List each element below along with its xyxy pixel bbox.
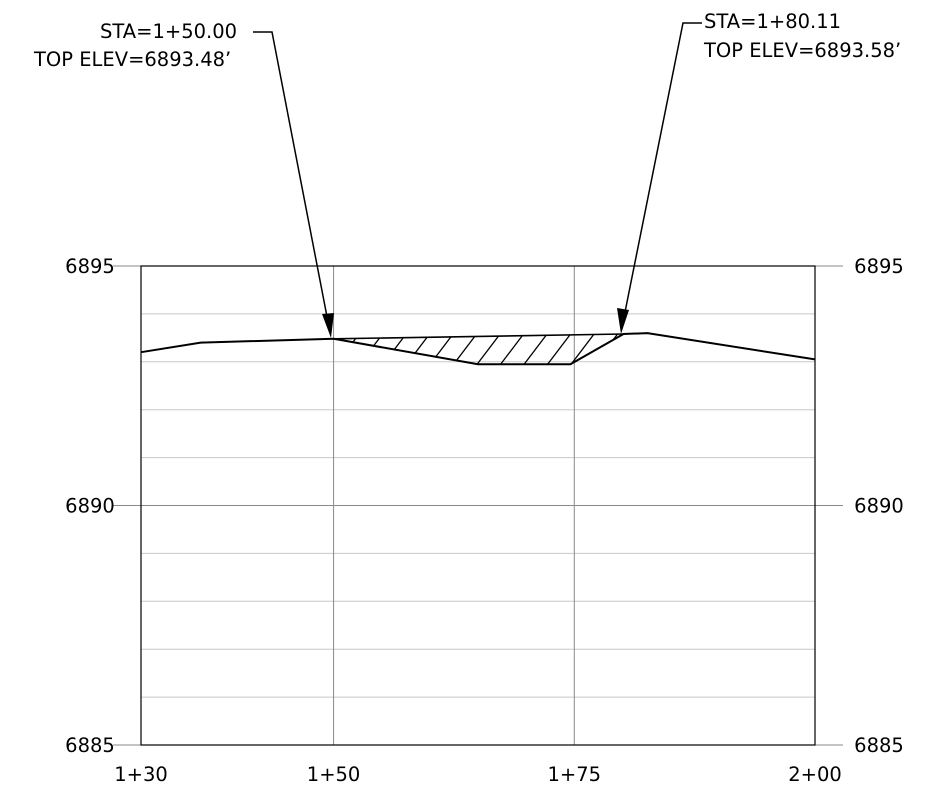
callout-elevation-label: TOP ELEV=6893.58’ bbox=[703, 39, 901, 62]
cut-fill-hatch bbox=[333, 323, 673, 376]
hatch-line bbox=[350, 334, 392, 365]
callout-sta-180: STA=1+80.11 TOP ELEV=6893.58’ bbox=[617, 10, 901, 334]
minor-gridlines bbox=[141, 313, 815, 698]
ground-profile-line bbox=[140, 332, 816, 366]
hatch-line bbox=[420, 334, 462, 365]
y-tick-label: 6885 bbox=[854, 734, 904, 757]
x-tick-label: 1+50 bbox=[307, 763, 361, 786]
hatch-line bbox=[444, 334, 486, 365]
callout-arrowhead bbox=[322, 313, 334, 338]
callout-station-label: STA=1+50.00 bbox=[100, 20, 237, 43]
y-tick-label: 6895 bbox=[65, 255, 115, 278]
hatch-line bbox=[397, 334, 439, 365]
y-tick-labels-left: 6895 6890 6885 bbox=[65, 255, 115, 757]
hatch-line bbox=[538, 334, 580, 365]
callout-station-label: STA=1+80.11 bbox=[704, 10, 841, 33]
hatch-line bbox=[633, 323, 673, 376]
hatch-line bbox=[514, 334, 556, 365]
callout-arrowhead bbox=[617, 308, 629, 334]
hatch-line bbox=[561, 334, 603, 365]
callout-elevation-label: TOP ELEV=6893.48’ bbox=[33, 48, 231, 71]
top-elevation-line bbox=[333, 333, 624, 340]
x-tick-label: 2+00 bbox=[788, 763, 842, 786]
hatch-line bbox=[333, 334, 345, 365]
x-tick-labels: 1+30 1+50 1+75 2+00 bbox=[114, 763, 842, 786]
callout-leader-line bbox=[253, 31, 330, 328]
y-tick-label: 6890 bbox=[854, 495, 904, 518]
hatch-line bbox=[491, 334, 533, 365]
x-tick-label: 1+30 bbox=[114, 763, 168, 786]
callout-leader-line bbox=[622, 22, 702, 323]
callout-sta-150: STA=1+50.00 TOP ELEV=6893.48’ bbox=[33, 20, 334, 338]
hatch-line bbox=[585, 334, 624, 365]
plot-frame bbox=[140, 265, 816, 746]
hatch-line bbox=[608, 334, 624, 365]
major-gridlines bbox=[113, 265, 843, 746]
hatch-line bbox=[467, 334, 509, 365]
y-tick-labels-right: 6895 6890 6885 bbox=[854, 255, 904, 757]
y-tick-label: 6895 bbox=[854, 255, 904, 278]
x-tick-label: 1+75 bbox=[548, 763, 602, 786]
y-tick-label: 6885 bbox=[65, 734, 115, 757]
y-tick-label: 6890 bbox=[65, 495, 115, 518]
